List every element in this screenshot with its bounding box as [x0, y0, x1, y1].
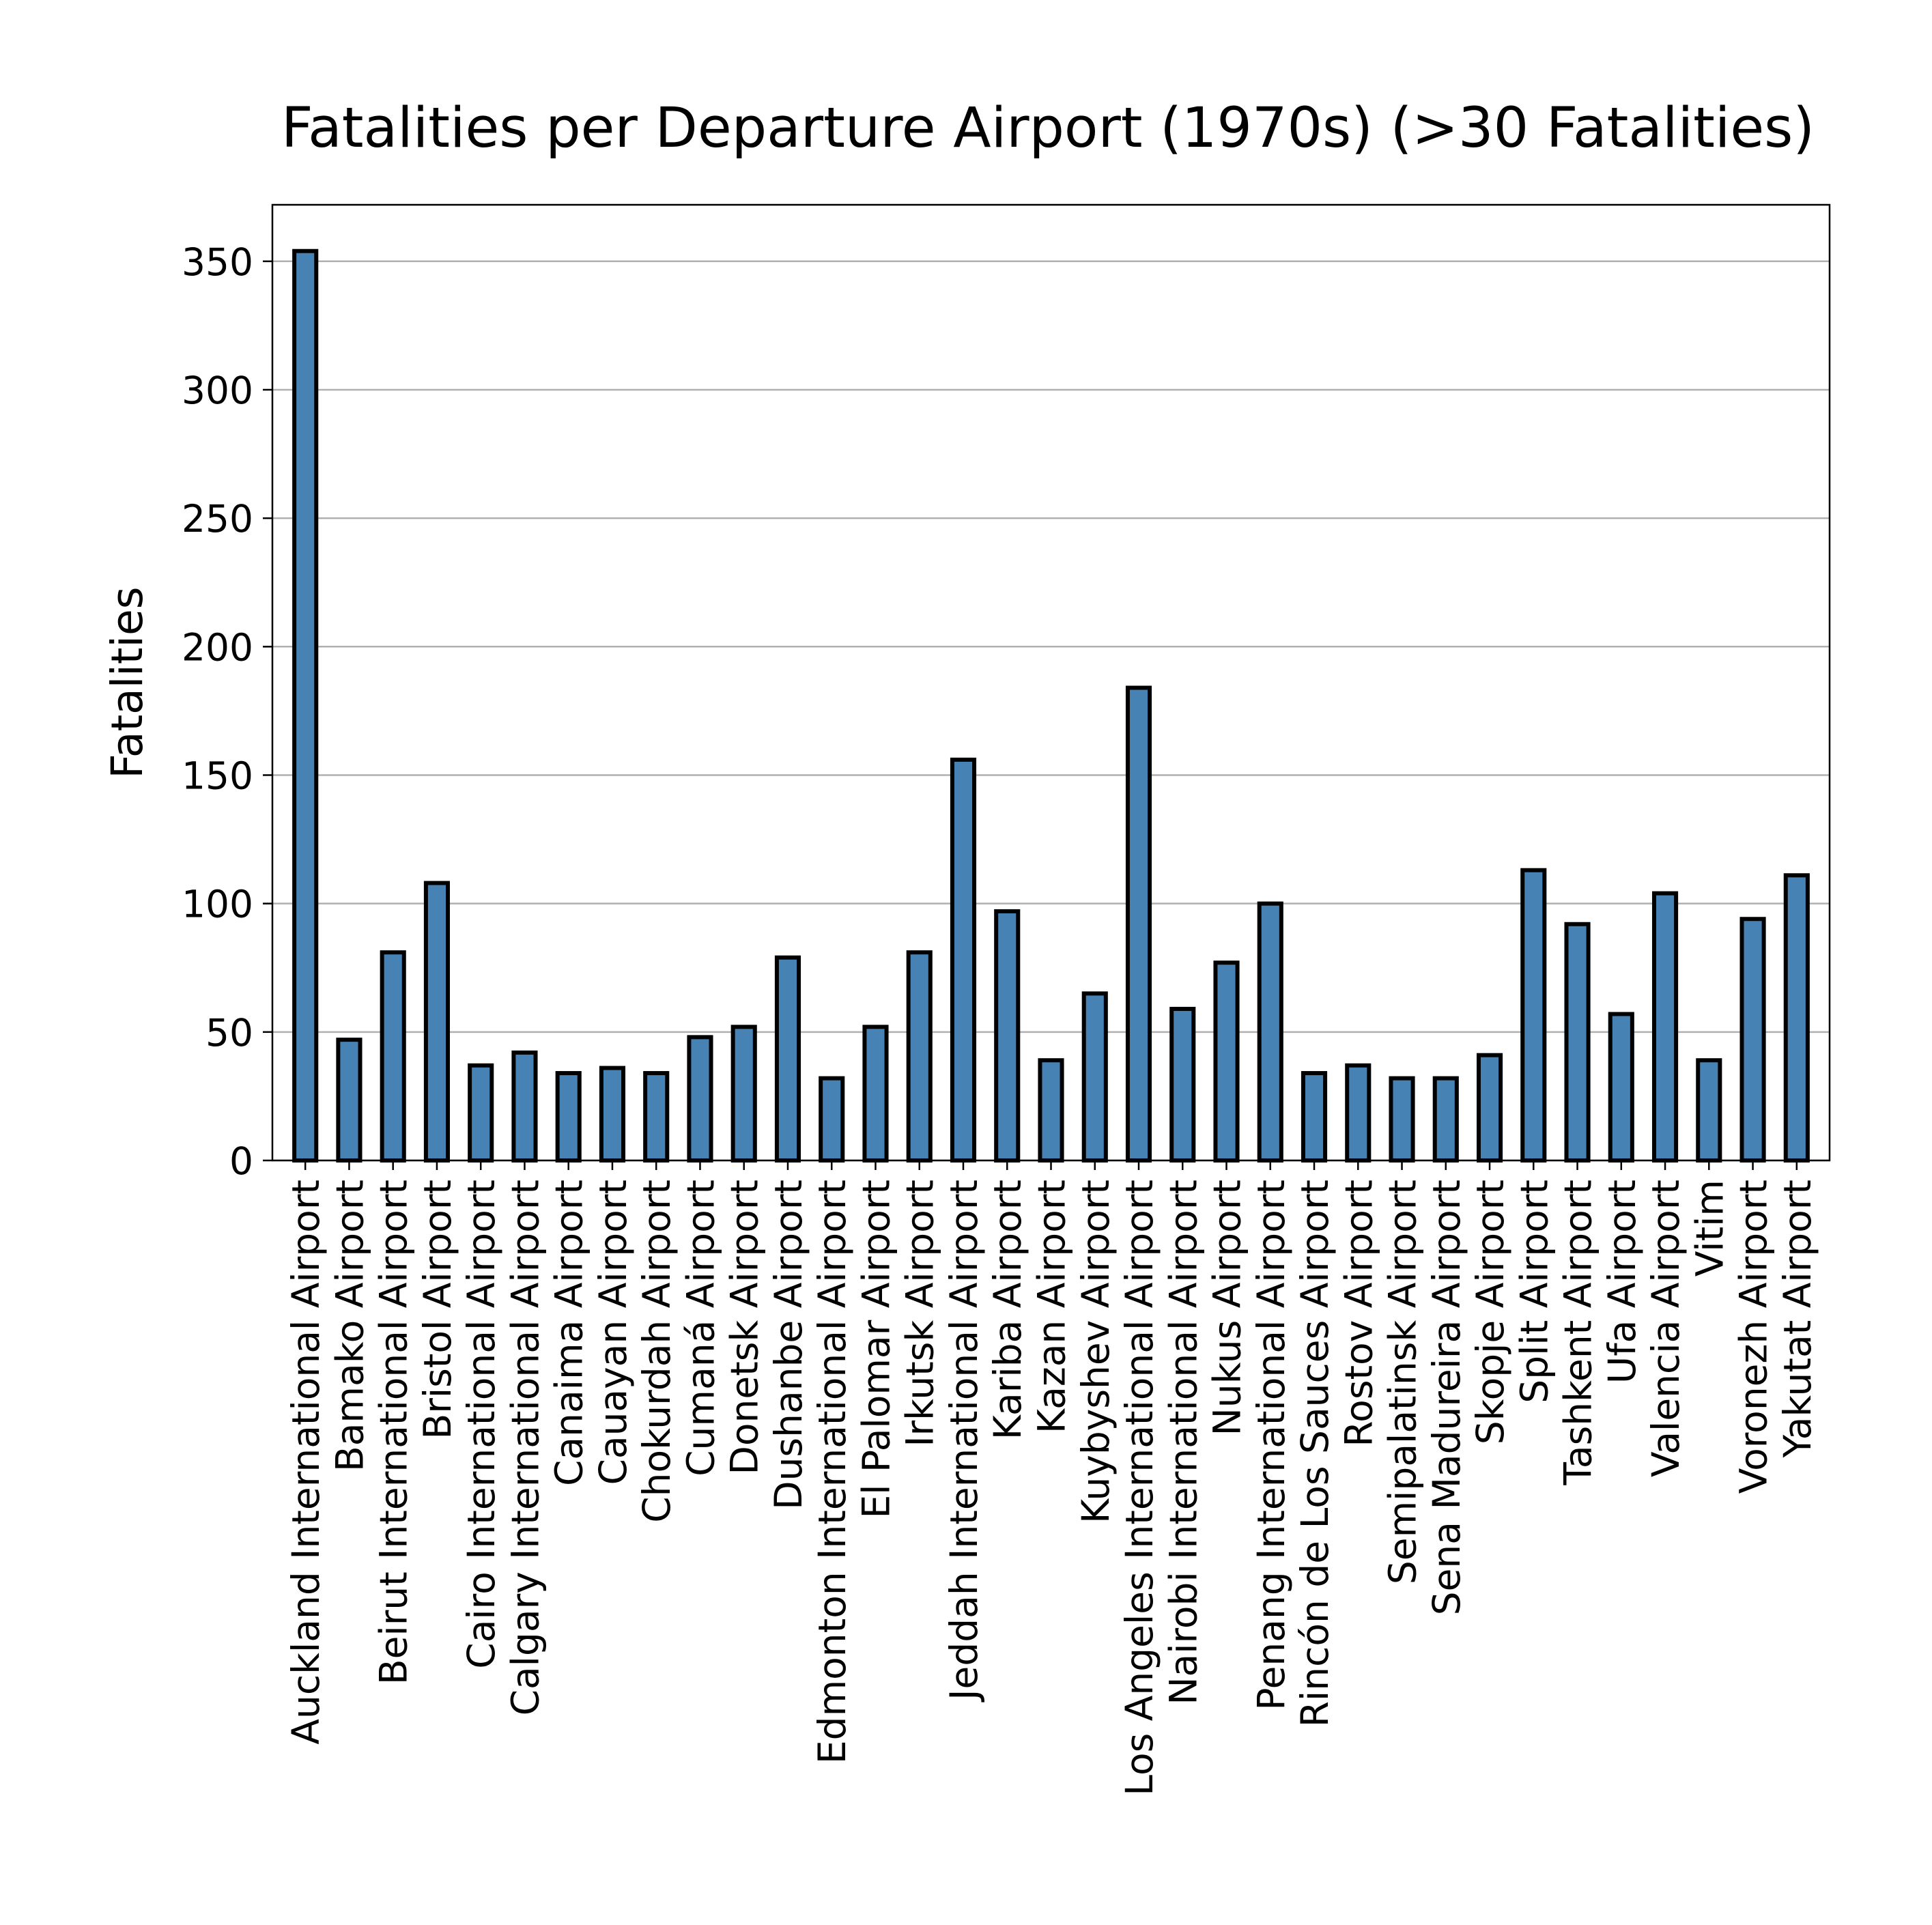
y-gridlines [272, 260, 1830, 1162]
bar [1169, 1006, 1196, 1163]
y-tick-label: 300 [182, 369, 253, 412]
bar [1257, 901, 1283, 1163]
x-tick-label: Ufa Airport [1600, 1180, 1644, 1384]
bar [906, 950, 933, 1163]
bar [599, 1066, 626, 1163]
x-tick-label: Cumaná Airport [679, 1180, 722, 1477]
x-tick-label: Kazan Airport [1030, 1180, 1074, 1434]
x-tick-label: Donetsk Airport [723, 1180, 767, 1475]
bar [730, 1025, 757, 1163]
bar [423, 881, 451, 1163]
x-tick-label: Cauayan Airport [591, 1180, 635, 1485]
x-tick-label: Bamako Airport [328, 1180, 371, 1472]
x-tick-label: Irkutsk Airport [898, 1180, 942, 1447]
x-tick-label: Voronezh Airport [1732, 1180, 1776, 1494]
x-tick-label: Penang International Airport [1249, 1180, 1293, 1711]
bar [1038, 1058, 1064, 1163]
x-tick-label: Cairo International Airport [459, 1180, 503, 1669]
x-tick-label: Yakutat Airport [1776, 1180, 1819, 1458]
bar [1651, 891, 1679, 1163]
x-tick-label: Skopje Airport [1468, 1180, 1512, 1444]
bar [1389, 1076, 1415, 1163]
bar [819, 1076, 845, 1163]
bar [774, 955, 801, 1163]
bar [643, 1071, 670, 1163]
x-tick-label: Bristol Airport [416, 1180, 459, 1440]
x-tick-label: El Palomar Airport [854, 1180, 898, 1518]
bar [1081, 991, 1108, 1163]
bar [1564, 922, 1591, 1163]
bar [1301, 1071, 1328, 1163]
y-tick-label: 250 [182, 497, 253, 541]
x-axis-ticks: Auckland International Airport Bamako Air… [284, 1160, 1819, 1796]
y-axis-label: Fatalities [102, 586, 152, 778]
bar [1476, 1053, 1503, 1163]
bar [1345, 1063, 1372, 1163]
y-tick-label: 350 [182, 240, 253, 284]
x-tick-label: Beirut International Airport [372, 1180, 416, 1685]
x-tick-label: Split Airport [1512, 1180, 1556, 1403]
x-tick-label: Dushanbe Airport [767, 1180, 810, 1510]
x-tick-label: Kariba Airport [986, 1180, 1029, 1440]
x-tick-label: Rincón de Los Sauces Airport [1293, 1180, 1337, 1727]
x-tick-label: Sena Madureira Airport [1425, 1180, 1468, 1615]
x-tick-label: Jeddah International Airport [942, 1180, 986, 1702]
x-tick-label: Tashkent Airport [1557, 1180, 1600, 1486]
x-tick-label: Chokurdah Airport [635, 1180, 679, 1523]
x-tick-label: Calgary International Airport [503, 1180, 547, 1715]
plot-area-frame [271, 203, 1831, 1162]
x-tick-label: Kuybyshev Airport [1074, 1180, 1118, 1524]
bar [1520, 868, 1547, 1163]
x-tick-label: Edmonton International Airport [810, 1180, 854, 1764]
y-axis-ticks: 0 50 100 150 200 250 300 350 [182, 240, 272, 1183]
x-tick-label: Los Angeles International Airport [1118, 1180, 1161, 1796]
x-tick-label: Rostov Airport [1337, 1180, 1380, 1447]
y-tick-label: 50 [205, 1011, 253, 1055]
bar [468, 1063, 494, 1163]
bar [1739, 917, 1766, 1163]
x-tick-label: Vitim [1688, 1180, 1731, 1277]
x-tick-label: Nukus Airport [1206, 1180, 1249, 1436]
bar [1213, 960, 1240, 1163]
bar [555, 1071, 582, 1163]
bar [1432, 1076, 1459, 1163]
bar [950, 757, 977, 1163]
x-tick-label: Canaima Airport [548, 1180, 591, 1486]
bar [511, 1050, 538, 1163]
y-tick-label: 200 [182, 625, 253, 669]
bar [336, 1038, 363, 1163]
bar [292, 248, 319, 1163]
bar [994, 909, 1021, 1163]
x-tick-label: Semipalatinsk Airport [1381, 1180, 1425, 1584]
x-tick-label: Valencia Airport [1644, 1180, 1688, 1477]
y-tick-label: 100 [182, 883, 253, 926]
x-tick-label: Auckland International Airport [284, 1180, 328, 1745]
y-tick-label: 0 [229, 1139, 253, 1183]
chart-title: Fatalities per Departure Airport (1970s)… [281, 96, 1815, 160]
bar [862, 1025, 889, 1163]
bar [1608, 1012, 1634, 1163]
bars [292, 248, 1810, 1163]
bar [380, 950, 406, 1163]
bar [1783, 873, 1810, 1163]
y-tick-label: 150 [182, 754, 253, 797]
bar [1696, 1058, 1722, 1163]
bar [1125, 685, 1152, 1163]
x-tick-label: Nairobi International Airport [1161, 1180, 1205, 1705]
bar [687, 1035, 713, 1163]
